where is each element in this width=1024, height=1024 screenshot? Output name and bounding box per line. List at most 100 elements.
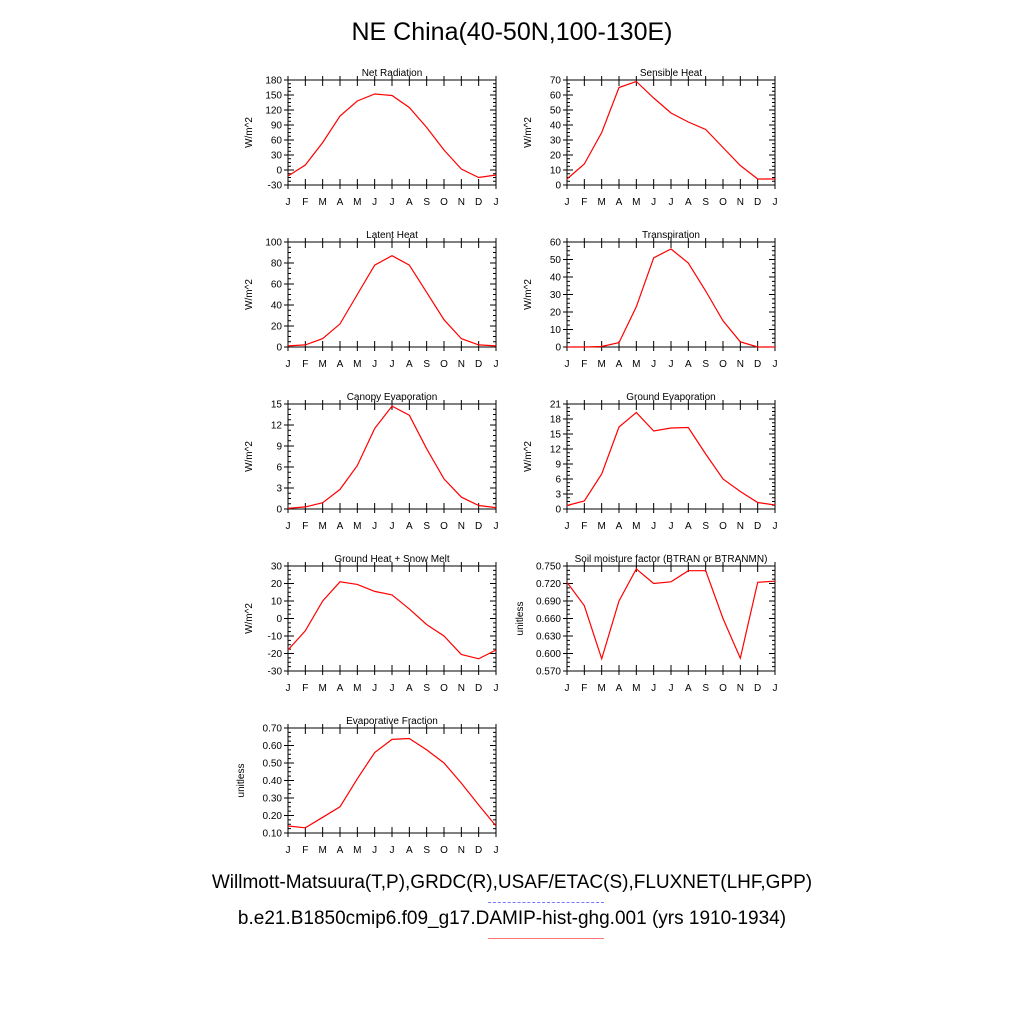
x-tick-label: S — [423, 359, 430, 370]
y-tick-label: 60 — [271, 136, 283, 147]
chart-title: Net Radiation — [362, 68, 423, 79]
y-tick-label: 0.20 — [263, 811, 283, 822]
y-tick-label: 90 — [271, 121, 283, 132]
x-tick-label: J — [565, 521, 570, 532]
x-tick-label: D — [475, 359, 482, 370]
y-tick-label: 0 — [276, 166, 282, 177]
x-tick-label: A — [616, 359, 623, 370]
x-tick-label: D — [754, 359, 761, 370]
y-tick-label: 9 — [276, 442, 282, 453]
x-tick-label: M — [353, 197, 361, 208]
x-tick-label: J — [494, 683, 499, 694]
x-tick-label: S — [423, 197, 430, 208]
x-tick-label: O — [719, 359, 727, 370]
x-tick-label: J — [651, 197, 656, 208]
x-tick-label: J — [773, 683, 778, 694]
x-tick-label: J — [669, 197, 674, 208]
x-tick-label: J — [390, 359, 395, 370]
x-tick-label: N — [737, 521, 744, 532]
legend-model-swatch — [488, 938, 604, 939]
x-tick-label: M — [632, 359, 640, 370]
y-axis-label: unitless — [236, 764, 247, 798]
y-axis-label: W/m^2 — [523, 117, 534, 148]
chart-title: Canopy Evaporation — [347, 392, 438, 403]
x-tick-label: J — [372, 197, 377, 208]
x-tick-label: N — [737, 197, 744, 208]
x-tick-label: S — [702, 521, 709, 532]
series-line — [287, 737, 497, 829]
x-tick-label: J — [669, 359, 674, 370]
y-axis-label: W/m^2 — [244, 279, 255, 310]
x-tick-label: A — [337, 521, 344, 532]
x-tick-label: N — [458, 683, 465, 694]
x-tick-label: J — [372, 521, 377, 532]
y-tick-label: -10 — [268, 632, 283, 643]
x-tick-label: J — [286, 845, 291, 856]
x-tick-label: J — [773, 359, 778, 370]
y-tick-label: 12 — [550, 445, 562, 456]
x-tick-label: F — [302, 197, 308, 208]
y-tick-label: 30 — [271, 151, 283, 162]
x-tick-label: J — [494, 521, 499, 532]
y-tick-label: 0.60 — [263, 741, 283, 752]
x-tick-label: F — [302, 845, 308, 856]
plot-frame — [287, 403, 497, 510]
y-tick-label: 20 — [550, 151, 562, 162]
y-tick-label: 0.50 — [263, 759, 283, 770]
y-tick-label: 6 — [276, 463, 282, 474]
chart-title: Ground Evaporation — [626, 392, 716, 403]
x-tick-label: F — [581, 683, 587, 694]
x-tick-label: M — [318, 197, 326, 208]
y-axis-label: unitless — [515, 602, 526, 636]
x-tick-label: D — [754, 683, 761, 694]
y-tick-label: 50 — [550, 106, 562, 117]
chart-title: Latent Heat — [366, 230, 418, 241]
x-tick-label: J — [372, 683, 377, 694]
y-tick-label: 15 — [271, 400, 283, 411]
y-tick-label: 40 — [271, 301, 283, 312]
x-tick-label: J — [372, 845, 377, 856]
chart-panel-8: Soil moisture factor (BTRAN or BTRANMN) u… — [515, 554, 778, 694]
x-tick-label: D — [475, 845, 482, 856]
y-tick-label: 12 — [271, 421, 283, 432]
y-tick-label: 10 — [550, 325, 562, 336]
x-tick-label: S — [702, 197, 709, 208]
y-tick-label: 60 — [550, 238, 562, 249]
chart-title: Transpiration — [642, 230, 700, 241]
y-tick-label: 0.660 — [536, 614, 561, 625]
x-tick-label: A — [406, 845, 413, 856]
x-tick-label: D — [475, 521, 482, 532]
x-tick-label: O — [440, 845, 448, 856]
x-tick-label: A — [406, 683, 413, 694]
y-tick-label: -30 — [268, 667, 283, 678]
legend-model-label: b.e21.B1850cmip6.f09_g17.DAMIP-hist-ghg.… — [237, 908, 787, 929]
y-tick-label: 30 — [550, 290, 562, 301]
y-tick-label: 80 — [271, 259, 283, 270]
x-tick-label: F — [581, 197, 587, 208]
chart-title: Evaporative Fraction — [346, 716, 438, 727]
y-tick-label: 0 — [276, 505, 282, 516]
x-tick-label: N — [737, 359, 744, 370]
y-tick-label: 18 — [550, 415, 562, 426]
y-tick-label: 0.10 — [263, 829, 283, 840]
x-tick-label: A — [337, 197, 344, 208]
x-tick-label: O — [719, 683, 727, 694]
y-tick-label: 60 — [271, 280, 283, 291]
y-tick-label: 9 — [555, 460, 561, 471]
y-tick-label: 30 — [550, 136, 562, 147]
y-tick-label: 0.40 — [263, 776, 283, 787]
x-tick-label: J — [372, 359, 377, 370]
y-tick-label: 0.630 — [536, 632, 561, 643]
y-tick-label: 30 — [271, 562, 283, 573]
x-tick-label: O — [719, 521, 727, 532]
x-tick-label: S — [702, 359, 709, 370]
x-tick-label: D — [475, 197, 482, 208]
x-tick-label: O — [440, 197, 448, 208]
x-tick-label: J — [669, 521, 674, 532]
x-tick-label: M — [632, 197, 640, 208]
x-tick-label: J — [390, 845, 395, 856]
x-tick-label: N — [458, 845, 465, 856]
x-tick-label: N — [458, 197, 465, 208]
